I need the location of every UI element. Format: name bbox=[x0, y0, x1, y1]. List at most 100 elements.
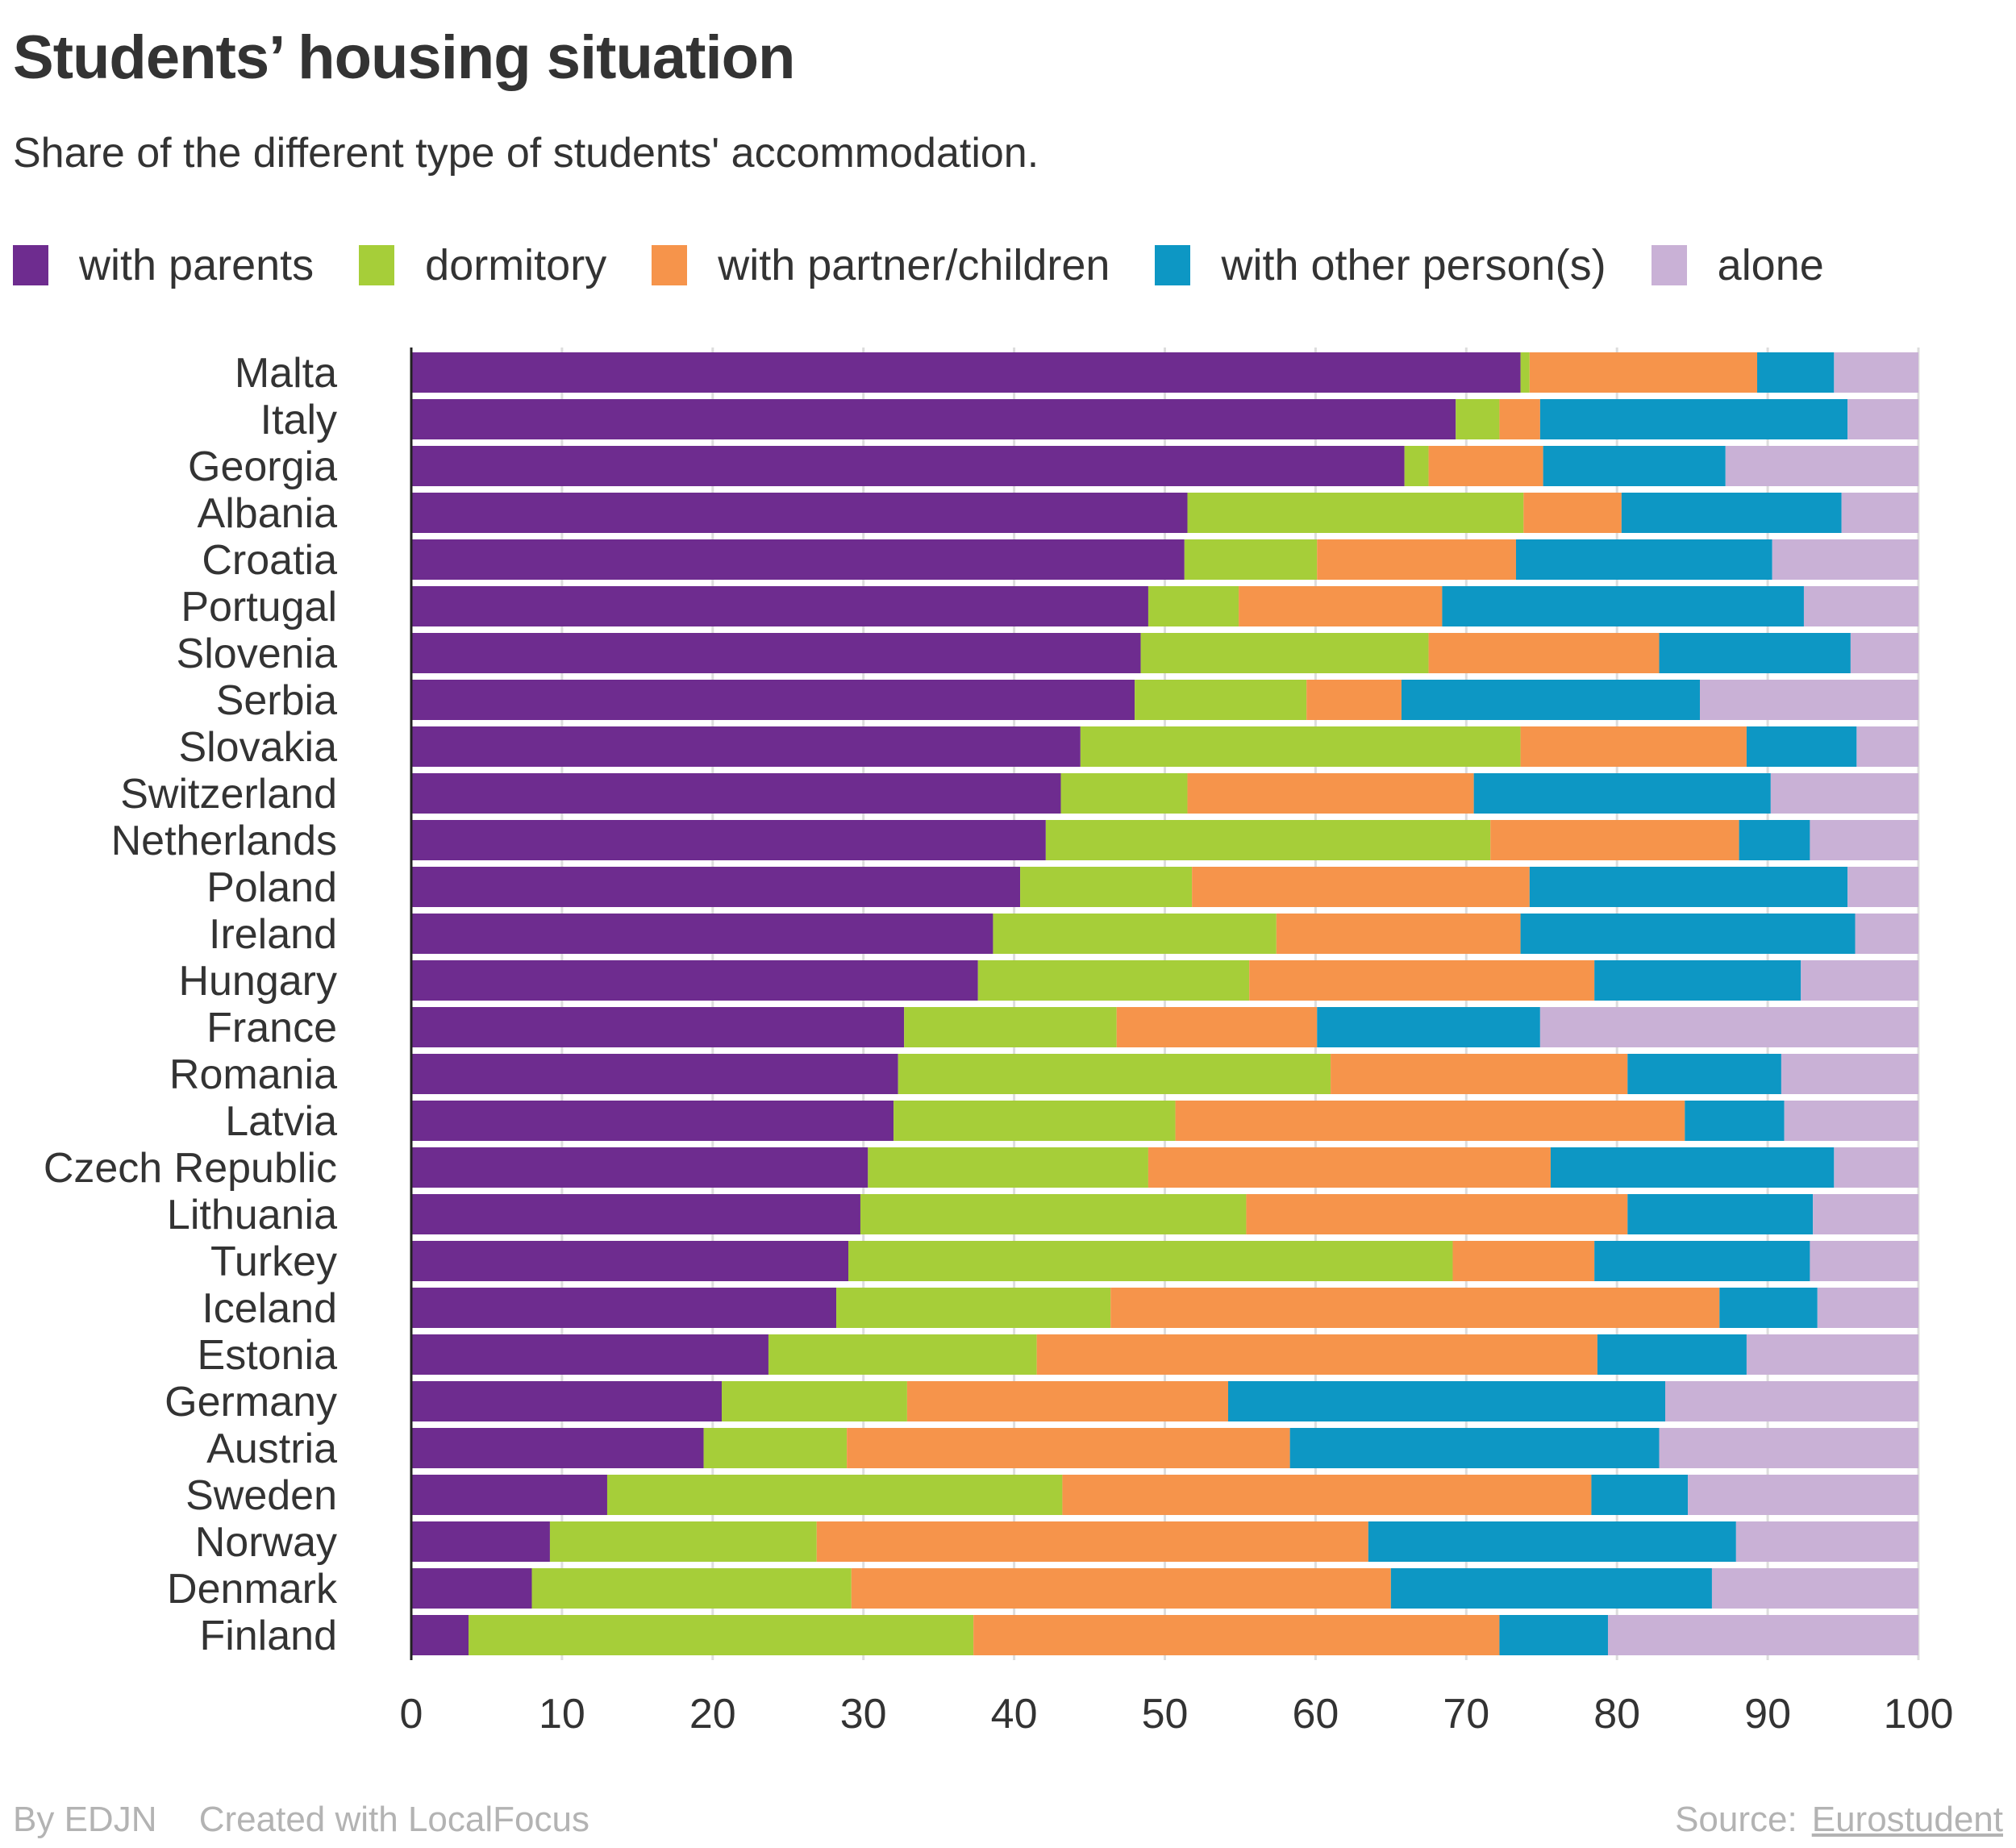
bar-segment-with-parents[interactable] bbox=[411, 820, 1046, 860]
bar-segment-with-other-person-s[interactable] bbox=[1390, 1568, 1712, 1609]
bar-segment-with-partner-children[interactable] bbox=[1062, 1475, 1592, 1515]
bar-segment-alone[interactable] bbox=[1659, 1428, 1918, 1468]
bar-segment-dormitory[interactable] bbox=[1148, 586, 1239, 626]
bar-segment-with-partner-children[interactable] bbox=[816, 1521, 1368, 1562]
bar-segment-with-parents[interactable] bbox=[411, 1521, 550, 1562]
bar-segment-with-parents[interactable] bbox=[411, 960, 978, 1001]
bar-segment-with-partner-children[interactable] bbox=[1306, 680, 1402, 720]
bar-segment-alone[interactable] bbox=[1781, 1054, 1918, 1094]
bar-segment-with-other-person-s[interactable] bbox=[1539, 399, 1848, 439]
bar-segment-with-partner-children[interactable] bbox=[1499, 399, 1540, 439]
bar-segment-with-partner-children[interactable] bbox=[1116, 1007, 1318, 1047]
bar-segment-alone[interactable] bbox=[1817, 1288, 1918, 1328]
bar-segment-dormitory[interactable] bbox=[469, 1615, 974, 1655]
bar-segment-with-parents[interactable] bbox=[411, 352, 1521, 393]
bar-segment-dormitory[interactable] bbox=[1184, 539, 1318, 580]
bar-segment-with-other-person-s[interactable] bbox=[1543, 446, 1726, 486]
bar-segment-with-parents[interactable] bbox=[411, 1147, 868, 1188]
bar-segment-with-parents[interactable] bbox=[411, 1615, 469, 1655]
bar-segment-with-other-person-s[interactable] bbox=[1594, 960, 1801, 1001]
bar-segment-with-parents[interactable] bbox=[411, 867, 1021, 907]
bar-segment-alone[interactable] bbox=[1856, 726, 1918, 767]
bar-segment-alone[interactable] bbox=[1801, 960, 1918, 1001]
bar-segment-alone[interactable] bbox=[1834, 352, 1918, 393]
bar-segment-alone[interactable] bbox=[1772, 539, 1918, 580]
bar-segment-with-parents[interactable] bbox=[411, 586, 1148, 626]
legend-item[interactable]: with other person(s) bbox=[1155, 240, 1606, 290]
bar-segment-dormitory[interactable] bbox=[1187, 493, 1524, 533]
bar-segment-dormitory[interactable] bbox=[1456, 399, 1500, 439]
bar-segment-with-parents[interactable] bbox=[411, 1054, 898, 1094]
bar-segment-with-other-person-s[interactable] bbox=[1627, 1054, 1781, 1094]
bar-segment-dormitory[interactable] bbox=[1140, 633, 1429, 673]
bar-segment-with-partner-children[interactable] bbox=[1529, 352, 1758, 393]
bar-segment-with-partner-children[interactable] bbox=[906, 1381, 1228, 1421]
bar-segment-dormitory[interactable] bbox=[1135, 680, 1307, 720]
source-link[interactable]: Eurostudent bbox=[1811, 1800, 2003, 1839]
bar-segment-alone[interactable] bbox=[1813, 1194, 1918, 1234]
bar-segment-with-partner-children[interactable] bbox=[1317, 539, 1516, 580]
legend-item[interactable]: dormitory bbox=[359, 240, 606, 290]
bar-segment-alone[interactable] bbox=[1784, 1101, 1918, 1141]
bar-segment-with-partner-children[interactable] bbox=[973, 1615, 1500, 1655]
bar-segment-dormitory[interactable] bbox=[1080, 726, 1521, 767]
legend-item[interactable]: with partner/children bbox=[652, 240, 1110, 290]
bar-segment-with-partner-children[interactable] bbox=[1192, 867, 1530, 907]
bar-segment-with-partner-children[interactable] bbox=[1276, 914, 1521, 954]
bar-segment-alone[interactable] bbox=[1855, 914, 1918, 954]
bar-segment-with-partner-children[interactable] bbox=[1246, 1194, 1628, 1234]
bar-segment-dormitory[interactable] bbox=[703, 1428, 848, 1468]
bar-segment-dormitory[interactable] bbox=[898, 1054, 1331, 1094]
bar-segment-with-other-person-s[interactable] bbox=[1368, 1521, 1736, 1562]
bar-segment-with-other-person-s[interactable] bbox=[1289, 1428, 1660, 1468]
bar-segment-with-parents[interactable] bbox=[411, 399, 1456, 439]
bar-segment-with-parents[interactable] bbox=[411, 1288, 837, 1328]
bar-segment-dormitory[interactable] bbox=[848, 1241, 1453, 1281]
bar-segment-with-parents[interactable] bbox=[411, 446, 1405, 486]
bar-segment-with-parents[interactable] bbox=[411, 914, 993, 954]
bar-segment-with-partner-children[interactable] bbox=[1148, 1147, 1551, 1188]
bar-segment-with-other-person-s[interactable] bbox=[1685, 1101, 1785, 1141]
bar-segment-with-partner-children[interactable] bbox=[1110, 1288, 1720, 1328]
bar-segment-dormitory[interactable] bbox=[531, 1568, 852, 1609]
bar-segment-alone[interactable] bbox=[1847, 399, 1918, 439]
bar-segment-with-other-person-s[interactable] bbox=[1550, 1147, 1835, 1188]
bar-segment-with-other-person-s[interactable] bbox=[1317, 1007, 1540, 1047]
bar-segment-with-parents[interactable] bbox=[411, 1194, 860, 1234]
bar-segment-dormitory[interactable] bbox=[977, 960, 1250, 1001]
bar-segment-with-partner-children[interactable] bbox=[1452, 1241, 1595, 1281]
bar-segment-with-parents[interactable] bbox=[411, 1568, 532, 1609]
bar-segment-with-other-person-s[interactable] bbox=[1442, 586, 1804, 626]
bar-segment-with-parents[interactable] bbox=[411, 1428, 704, 1468]
bar-segment-with-parents[interactable] bbox=[411, 1101, 894, 1141]
bar-segment-dormitory[interactable] bbox=[868, 1147, 1148, 1188]
bar-segment-alone[interactable] bbox=[1847, 867, 1918, 907]
legend-item[interactable]: alone bbox=[1651, 240, 1824, 290]
bar-segment-with-other-person-s[interactable] bbox=[1227, 1381, 1666, 1421]
bar-segment-alone[interactable] bbox=[1539, 1007, 1918, 1047]
bar-segment-with-partner-children[interactable] bbox=[851, 1568, 1391, 1609]
bar-segment-with-other-person-s[interactable] bbox=[1597, 1334, 1747, 1375]
bar-segment-dormitory[interactable] bbox=[1045, 820, 1491, 860]
bar-segment-with-other-person-s[interactable] bbox=[1401, 680, 1700, 720]
bar-segment-with-other-person-s[interactable] bbox=[1719, 1288, 1818, 1328]
bar-segment-with-partner-children[interactable] bbox=[1490, 820, 1739, 860]
bar-segment-with-parents[interactable] bbox=[411, 1381, 723, 1421]
bar-segment-with-other-person-s[interactable] bbox=[1659, 633, 1851, 673]
bar-segment-alone[interactable] bbox=[1841, 493, 1918, 533]
bar-segment-with-partner-children[interactable] bbox=[1428, 633, 1660, 673]
bar-segment-alone[interactable] bbox=[1607, 1615, 1918, 1655]
legend-item[interactable]: with parents bbox=[13, 240, 314, 290]
bar-segment-alone[interactable] bbox=[1735, 1521, 1918, 1562]
bar-segment-with-partner-children[interactable] bbox=[1520, 726, 1747, 767]
bar-segment-with-partner-children[interactable] bbox=[1331, 1054, 1628, 1094]
bar-segment-with-parents[interactable] bbox=[411, 1007, 905, 1047]
bar-segment-alone[interactable] bbox=[1711, 1568, 1918, 1609]
bar-segment-dormitory[interactable] bbox=[722, 1381, 907, 1421]
bar-segment-with-partner-children[interactable] bbox=[1036, 1334, 1597, 1375]
bar-segment-dormitory[interactable] bbox=[860, 1194, 1247, 1234]
bar-segment-with-other-person-s[interactable] bbox=[1499, 1615, 1608, 1655]
bar-segment-with-parents[interactable] bbox=[411, 1334, 768, 1375]
bar-segment-with-parents[interactable] bbox=[411, 773, 1061, 814]
bar-segment-dormitory[interactable] bbox=[993, 914, 1277, 954]
